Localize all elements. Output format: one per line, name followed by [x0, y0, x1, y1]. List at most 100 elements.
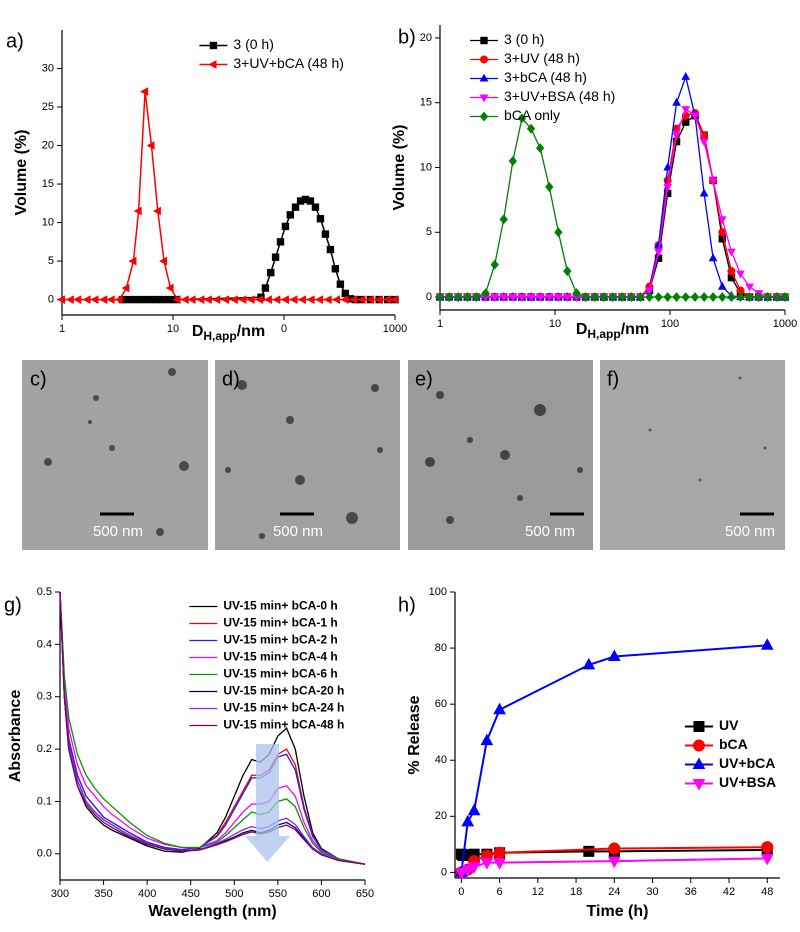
x-axis-label: Wavelength (nm)	[148, 903, 276, 920]
marker	[125, 295, 133, 304]
marker	[727, 267, 736, 276]
marker	[121, 283, 130, 293]
marker	[490, 259, 499, 270]
marker	[490, 293, 500, 302]
x-label-sub: H,app	[587, 327, 620, 341]
legend-label: 3+UV+bCA (48 h)	[233, 55, 344, 71]
marker	[229, 295, 238, 304]
marker	[315, 295, 324, 304]
marker	[517, 293, 527, 302]
marker	[554, 293, 563, 302]
x-tick-label: 36	[685, 886, 697, 898]
legend-marker	[693, 721, 705, 732]
x-tick-label: 600	[312, 888, 330, 900]
series-line	[59, 591, 366, 865]
marker	[165, 295, 173, 304]
legend-marker	[692, 779, 706, 791]
x-tick-label: 1	[437, 318, 443, 330]
marker	[180, 295, 189, 304]
particles	[648, 376, 767, 482]
legend: 3 (0 h) 3+UV (48 h) 3+bCA (48 h) 3+UV+BSA (…	[470, 31, 615, 123]
marker	[298, 295, 306, 304]
marker	[663, 292, 672, 302]
marker	[572, 288, 581, 299]
legend-marker	[479, 94, 489, 103]
marker	[672, 292, 681, 302]
marker	[435, 292, 445, 302]
marker	[499, 293, 509, 302]
marker	[357, 295, 366, 304]
marker	[291, 203, 300, 211]
legend-marker	[480, 36, 488, 45]
legend-label: UV-15 min+ bCA-2 h	[223, 633, 337, 647]
marker	[281, 295, 289, 304]
series-line	[59, 591, 366, 865]
marker	[708, 253, 718, 262]
chart: 0 6 12 18 24 30 36 42 48 0 20 40 60 80 100 h) Time (h) % …	[398, 586, 780, 920]
marker	[772, 292, 782, 302]
series-line	[62, 91, 395, 301]
marker	[690, 112, 700, 121]
marker	[349, 295, 358, 304]
marker	[341, 289, 350, 298]
y-axis-label: Volume (%)	[13, 130, 30, 216]
marker	[221, 295, 230, 304]
marker	[145, 295, 153, 304]
legend-label: 3+bCA (48 h)	[504, 69, 587, 85]
legend-label: 3+UV (48 h)	[504, 50, 580, 66]
marker	[131, 295, 140, 304]
marker	[690, 292, 700, 302]
marker	[286, 211, 295, 219]
marker	[654, 292, 663, 302]
marker	[760, 638, 774, 650]
marker	[158, 295, 166, 304]
y-tick-label: 20	[420, 32, 432, 44]
marker	[271, 253, 280, 261]
x-label-tail: /nm	[621, 321, 649, 338]
panel-label: d)	[222, 368, 240, 390]
marker	[663, 183, 673, 192]
marker	[306, 197, 315, 205]
x-label-sub: H,app	[203, 329, 236, 343]
marker	[463, 292, 472, 302]
x-tick-label: 18	[570, 886, 582, 898]
marker	[165, 283, 174, 293]
marker	[272, 295, 281, 304]
legend-label: UV-15 min+ bCA-0 h	[223, 599, 337, 613]
marker	[590, 292, 600, 302]
x-tick-label: 1000	[383, 323, 407, 335]
marker	[526, 293, 536, 302]
series-line	[59, 591, 366, 865]
x-tick-label: 500	[225, 888, 243, 900]
x-tick-label: 6	[497, 886, 503, 898]
marker	[480, 733, 494, 746]
x-tick-label: 0	[281, 323, 287, 335]
legend-marker	[209, 41, 218, 50]
marker	[267, 268, 275, 277]
marker	[617, 292, 627, 302]
x-tick-label: 10	[549, 318, 561, 330]
y-tick-label: 0	[426, 291, 432, 303]
marker	[717, 281, 727, 290]
panel-label: b)	[398, 26, 416, 48]
y-tick-label: 40	[435, 754, 447, 766]
marker	[718, 292, 727, 302]
marker	[212, 295, 221, 304]
marker	[106, 295, 115, 304]
marker	[544, 293, 554, 302]
marker	[717, 216, 727, 225]
marker	[340, 295, 349, 304]
marker	[736, 292, 745, 302]
scale-text: 500 nm	[725, 523, 775, 540]
marker	[681, 71, 691, 80]
marker	[535, 293, 545, 302]
legend-label: UV-15 min+ bCA-1 h	[223, 616, 337, 630]
marker	[745, 292, 754, 302]
legend: UV-15 min+ bCA-0 h UV-15 min+ bCA-1 h UV-1…	[189, 599, 344, 732]
tem-image	[600, 360, 785, 550]
marker	[172, 295, 181, 304]
y-tick-label: 0.2	[37, 743, 52, 755]
y-axis-label: Absorbance	[7, 690, 24, 783]
y-tick-label: 0	[441, 866, 447, 878]
tem-panels: c) 500 nm d) 500 nm e) 500 nm f) 500 nm	[22, 360, 785, 550]
